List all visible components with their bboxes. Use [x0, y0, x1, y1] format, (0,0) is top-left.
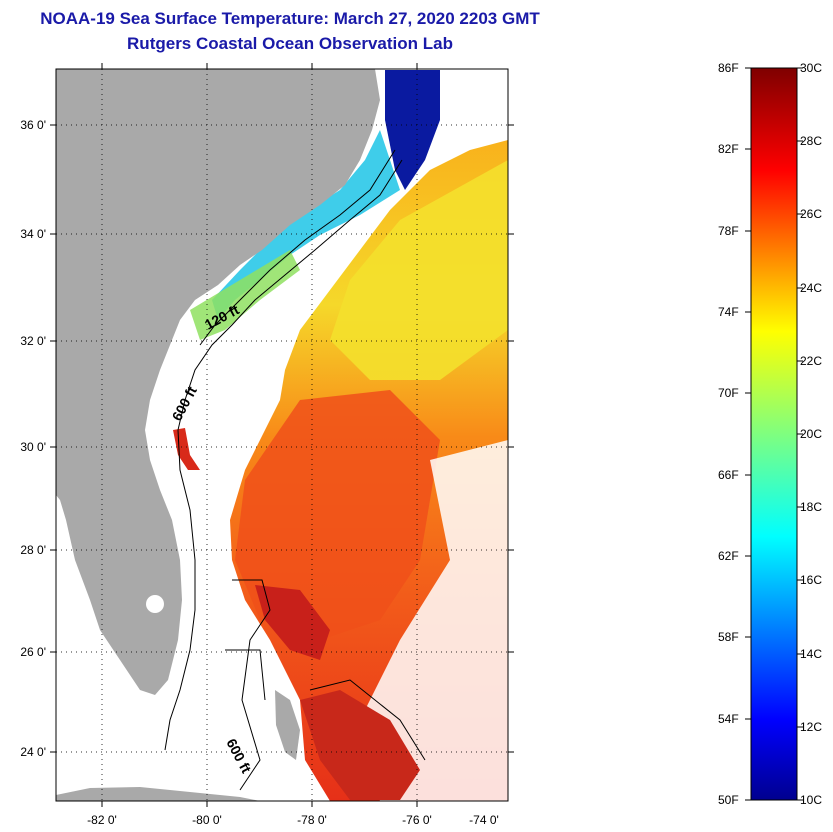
- lon-label: -76 0': [402, 813, 432, 827]
- colorbar-label-c: 16C: [800, 573, 823, 587]
- land-mass: [56, 69, 380, 695]
- cloud-cover: [360, 440, 508, 801]
- colorbar-label-f: 54F: [718, 712, 739, 726]
- colorbar-label-c: 22C: [800, 354, 823, 368]
- colorbar-label-c: 12C: [800, 720, 823, 734]
- colorbar-label-c: 26C: [800, 207, 823, 221]
- colorbar-ticks: [745, 67, 803, 801]
- colorbar-label-c: 28C: [800, 134, 823, 148]
- lake-okeechobee: [146, 595, 164, 613]
- map-border: [55, 68, 509, 802]
- graticule: [56, 69, 508, 801]
- lat-label: 24 0': [20, 745, 46, 759]
- axis-ticks: [50, 63, 514, 807]
- sst-yellow-band: [330, 160, 508, 380]
- sst-cold-water: [385, 70, 440, 190]
- map-subtitle: Rutgers Coastal Ocean Observation Lab: [127, 34, 453, 53]
- lat-label: 30 0': [20, 440, 46, 454]
- sst-bahamas-south: [300, 690, 420, 800]
- colorbar-label-c: 20C: [800, 427, 823, 441]
- sst-bahamas: [255, 585, 330, 660]
- lat-label: 34 0': [20, 227, 46, 241]
- isobath-bahamas: [225, 579, 426, 791]
- colorbar-label-c: 14C: [800, 647, 823, 661]
- colorbar-label-f: 86F: [718, 61, 739, 75]
- colorbar-label-c: 24C: [800, 281, 823, 295]
- colorbar-label-c: 10C: [800, 793, 823, 807]
- lon-label: -74 0': [469, 813, 499, 827]
- colorbar-label-f: 74F: [718, 305, 739, 319]
- colorbar-label-f: 50F: [718, 793, 739, 807]
- colorbar-label-f: 82F: [718, 142, 739, 156]
- sst-hotspot: [173, 428, 200, 470]
- colorbar-label-f: 58F: [718, 630, 739, 644]
- lat-label: 26 0': [20, 645, 46, 659]
- colorbar-label-c: 18C: [800, 500, 823, 514]
- colorbar: [750, 67, 798, 801]
- colorbar-label-f: 78F: [718, 224, 739, 238]
- lat-label: 32 0': [20, 334, 46, 348]
- lon-label: -78 0': [297, 813, 327, 827]
- colorbar-label-f: 62F: [718, 549, 739, 563]
- map-title: NOAA-19 Sea Surface Temperature: March 2…: [40, 9, 540, 28]
- colorbar-label-f: 70F: [718, 386, 739, 400]
- lon-label: -80 0': [192, 813, 222, 827]
- lat-label: 36 0': [20, 118, 46, 132]
- colorbar-label-c: 30C: [800, 61, 823, 75]
- lon-label: -82 0': [87, 813, 117, 827]
- isobath-120ft: [199, 149, 396, 346]
- colorbar-label-f: 66F: [718, 468, 739, 482]
- lat-label: 28 0': [20, 543, 46, 557]
- land-cuba: [56, 787, 260, 801]
- sst-warm-core: [235, 390, 440, 640]
- land-andros: [275, 690, 300, 760]
- isobath-600ft: [164, 159, 403, 751]
